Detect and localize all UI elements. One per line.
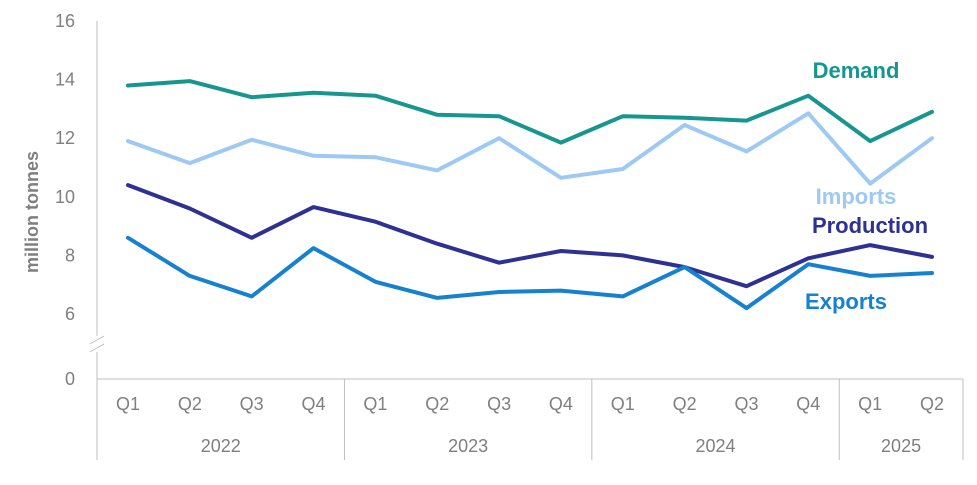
labels: 0 6 8 10 12 14 16 million tonnes Q1 Q2 Q3 Q4 Q1 Q2 Q3 Q… xyxy=(22,11,944,456)
x-tick-label: Q3 xyxy=(240,394,264,414)
series-lines xyxy=(126,79,934,311)
y-tick-label: 0 xyxy=(65,369,75,389)
y-tick-label: 16 xyxy=(55,11,75,31)
series-line-demand xyxy=(126,79,934,145)
x-tick-label: Q4 xyxy=(796,394,820,414)
y-axis-break xyxy=(89,335,105,353)
year-label: 2022 xyxy=(201,436,241,456)
x-tick-label: Q2 xyxy=(920,394,944,414)
x-tick-label: Q3 xyxy=(487,394,511,414)
series-line-exports xyxy=(126,235,934,311)
x-tick-label: Q2 xyxy=(178,394,202,414)
series-line-production xyxy=(126,183,934,289)
year-label: 2023 xyxy=(448,436,488,456)
x-tick-label: Q1 xyxy=(116,394,140,414)
y-tick-label: 6 xyxy=(65,304,75,324)
y-tick-label: 14 xyxy=(55,70,75,90)
legend-demand: Demand xyxy=(813,58,900,83)
axes xyxy=(89,21,964,460)
legend-production: Production xyxy=(812,213,928,238)
y-tick-label: 12 xyxy=(55,128,75,148)
year-label: 2024 xyxy=(696,436,736,456)
x-tick-label: Q4 xyxy=(302,394,326,414)
x-tick-label: Q1 xyxy=(858,394,882,414)
x-tick-label: Q4 xyxy=(549,394,573,414)
x-tick-label: Q3 xyxy=(734,394,758,414)
x-tick-label: Q1 xyxy=(363,394,387,414)
legend-exports: Exports xyxy=(805,289,887,314)
y-axis-title: million tonnes xyxy=(22,151,42,273)
legend-imports: Imports xyxy=(816,184,897,209)
year-label: 2025 xyxy=(881,436,921,456)
x-tick-label: Q1 xyxy=(611,394,635,414)
x-tick-label: Q2 xyxy=(425,394,449,414)
series-line-imports xyxy=(126,111,934,186)
x-tick-label: Q2 xyxy=(673,394,697,414)
y-tick-label: 8 xyxy=(65,245,75,265)
y-tick-label: 10 xyxy=(55,187,75,207)
